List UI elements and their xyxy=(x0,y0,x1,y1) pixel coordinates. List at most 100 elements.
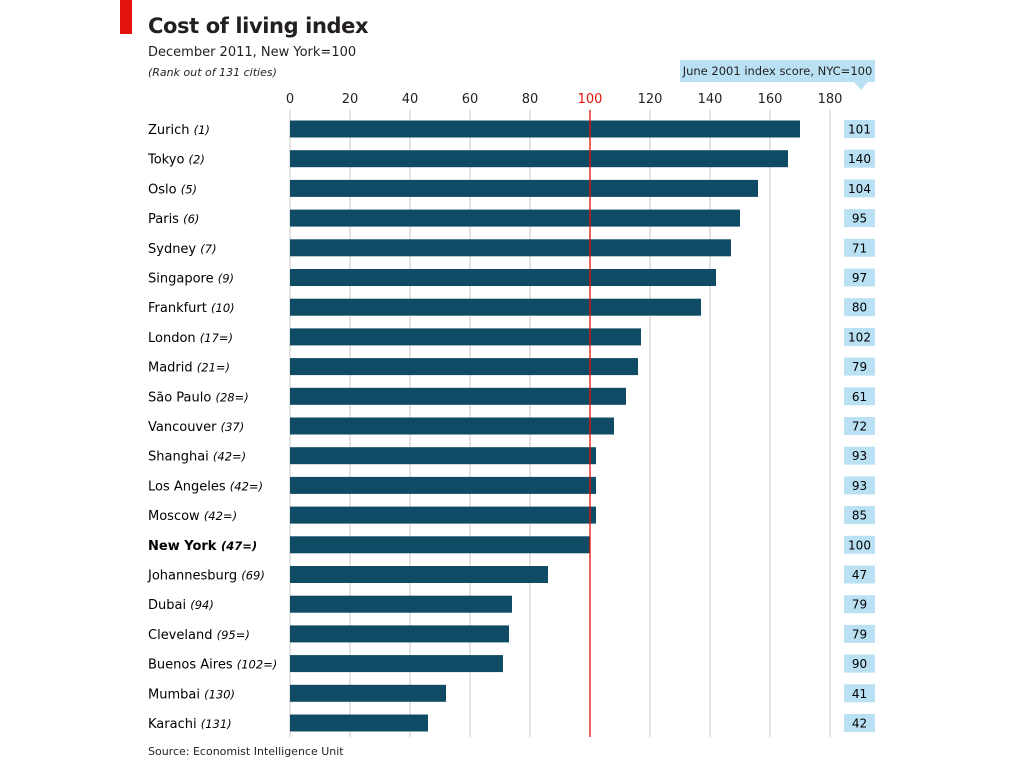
category-label: Johannesburg (69) xyxy=(147,569,265,584)
city-name: Sydney xyxy=(148,242,200,257)
score-value: 85 xyxy=(852,509,867,523)
bar xyxy=(290,566,548,583)
score-value: 90 xyxy=(852,657,867,671)
score-box xyxy=(844,565,875,584)
city-rank: (42=) xyxy=(213,450,246,464)
x-axis-ticks: 0 20 40 60 80 100 120 140 160 180 xyxy=(286,92,843,107)
x-tick-label: 160 xyxy=(758,92,783,107)
score-value: 72 xyxy=(852,420,867,434)
june-2001-scores: 101 140 104 95 71 97 80 102 79 61 72 93 93 85 100 47 79 7… xyxy=(844,120,875,732)
score-value: 71 xyxy=(852,241,867,255)
score-box xyxy=(844,327,875,346)
score-box xyxy=(844,238,875,257)
city-name: Karachi xyxy=(148,717,201,732)
chart-note: (Rank out of 131 cities) xyxy=(148,66,277,79)
category-label: Karachi (131) xyxy=(148,717,232,732)
city-rank: (7) xyxy=(200,242,216,256)
city-name: Moscow xyxy=(148,509,204,524)
score-box xyxy=(844,684,875,703)
city-name: Zurich xyxy=(148,123,194,138)
chart-title: Cost of living index xyxy=(148,14,369,38)
category-label: Tokyo (2) xyxy=(147,153,205,168)
score-value: 97 xyxy=(852,271,867,285)
category-label: Buenos Aires (102=) xyxy=(148,658,277,673)
score-value: 79 xyxy=(852,598,867,612)
category-labels: Zurich (1) Tokyo (2) Oslo (5) Paris (6) Sydn… xyxy=(147,123,277,732)
x-tick-label: 180 xyxy=(818,92,843,107)
category-label: Paris (6) xyxy=(148,212,199,227)
city-rank: (10) xyxy=(211,301,235,315)
bar xyxy=(290,417,614,435)
bar xyxy=(290,714,428,732)
score-box xyxy=(844,387,875,406)
score-box xyxy=(844,120,875,138)
category-label: Zurich (1) xyxy=(148,123,210,138)
city-name: Cleveland xyxy=(148,628,217,643)
score-value: 93 xyxy=(852,479,867,493)
bar xyxy=(290,209,740,227)
city-name: São Paulo xyxy=(148,390,215,405)
bar xyxy=(290,328,641,346)
city-name: Dubai xyxy=(148,598,190,613)
bar xyxy=(290,536,590,554)
bar xyxy=(290,506,596,524)
x-tick-label: 80 xyxy=(522,92,539,107)
bar xyxy=(290,298,701,316)
city-rank: (6) xyxy=(183,212,199,226)
category-label: New York (47=) xyxy=(148,539,257,554)
bar xyxy=(290,655,503,673)
category-label: Cleveland (95=) xyxy=(148,628,250,643)
category-label: Dubai (94) xyxy=(148,598,214,613)
bar xyxy=(290,150,788,168)
chart-subtitle: December 2011, New York=100 xyxy=(148,45,357,60)
score-box xyxy=(844,535,875,554)
city-rank: (5) xyxy=(181,182,197,196)
bars xyxy=(290,120,800,732)
score-value: 104 xyxy=(848,182,871,196)
city-rank: (42=) xyxy=(204,509,237,523)
city-name: Tokyo xyxy=(147,153,189,168)
category-label: Frankfurt (10) xyxy=(148,301,235,316)
x-tick-label: 20 xyxy=(342,92,359,107)
city-name: New York xyxy=(148,539,221,554)
score-box xyxy=(844,209,875,228)
city-rank: (21=) xyxy=(197,361,230,375)
june-2001-column-header: June 2001 index score, NYC=100 xyxy=(680,60,875,82)
score-box xyxy=(844,595,875,614)
score-box xyxy=(844,149,875,168)
score-value: 80 xyxy=(852,301,867,315)
city-rank: (9) xyxy=(218,272,234,286)
score-box xyxy=(844,476,875,495)
x-tick-label: 100 xyxy=(578,92,603,107)
category-label: Singapore (9) xyxy=(148,272,234,287)
city-name: Mumbai xyxy=(148,687,204,702)
score-value: 41 xyxy=(852,687,867,701)
score-box xyxy=(844,624,875,643)
city-rank: (28=) xyxy=(215,390,248,404)
category-label: Mumbai (130) xyxy=(148,687,235,702)
city-rank: (42=) xyxy=(230,479,263,493)
bar xyxy=(290,447,596,465)
city-name: Johannesburg xyxy=(147,569,241,584)
score-box xyxy=(844,506,875,525)
source-note: Source: Economist Intelligence Unit xyxy=(148,745,344,758)
category-label: London (17=) xyxy=(148,331,233,346)
accent-tab xyxy=(120,0,132,34)
bar xyxy=(290,595,512,613)
city-name: Shanghai xyxy=(148,450,213,465)
score-value: 42 xyxy=(852,717,867,731)
city-rank: (69) xyxy=(241,569,265,583)
score-box xyxy=(844,714,875,732)
city-name: Oslo xyxy=(148,182,181,197)
category-label: Los Angeles (42=) xyxy=(148,479,263,494)
score-value: 79 xyxy=(852,627,867,641)
score-box xyxy=(844,268,875,287)
x-tick-label: 0 xyxy=(286,92,294,107)
category-label: Sydney (7) xyxy=(148,242,217,257)
city-rank: (47=) xyxy=(221,539,257,553)
category-label: Moscow (42=) xyxy=(148,509,237,524)
city-rank: (2) xyxy=(189,153,205,167)
column-header-pointer xyxy=(854,82,868,90)
city-rank: (37) xyxy=(221,420,245,434)
city-rank: (130) xyxy=(204,687,235,701)
